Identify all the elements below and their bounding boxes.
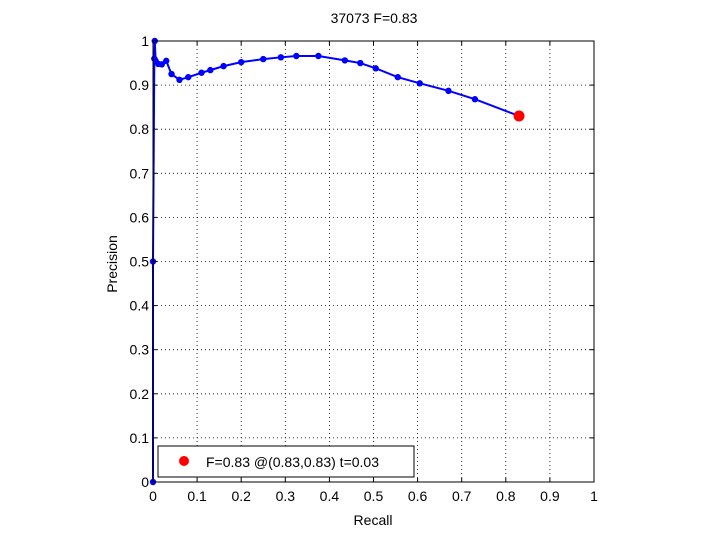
x-tick-label: 0.5 (364, 488, 384, 504)
x-tick-label: 1 (590, 488, 598, 504)
optimal-f-point (513, 110, 525, 122)
pr-curve-point (445, 87, 452, 95)
y-tick-label: 0.3 (130, 342, 150, 358)
legend-box (157, 445, 415, 478)
pr-curve-point (185, 73, 192, 81)
pr-curve-point (176, 76, 183, 84)
x-tick-label: 0.9 (540, 488, 560, 504)
pr-curve-point (207, 66, 214, 74)
x-tick-label: 0.8 (496, 488, 516, 504)
y-tick-label: 0 (141, 474, 149, 490)
plot-area: 0 0.1 0.2 0.3 0.4 0.5 0.6 0.7 0.8 0.9 1 0 0.1 0.2 0.3 0… (130, 33, 599, 504)
pr-curve-point (341, 57, 349, 64)
x-axis-label: Recall (354, 512, 393, 528)
y-axis-label: Precision (104, 235, 120, 293)
pr-curve-point (293, 52, 300, 60)
pr-curve-point (416, 80, 424, 87)
x-tick-label: 0.4 (320, 488, 340, 504)
y-tick-label: 1 (141, 33, 149, 49)
pr-curve-point (198, 69, 205, 76)
pr-curve-point (357, 59, 364, 67)
axis-ticks: 0 0.1 0.2 0.3 0.4 0.5 0.6 0.7 0.8 0.9 1 0 0.1 0.2 0.3 0… (130, 33, 599, 504)
y-tick-label: 0.7 (130, 165, 150, 181)
x-tick-label: 0 (149, 488, 157, 504)
x-tick-label: 0.7 (452, 488, 472, 504)
pr-curve-point (163, 57, 170, 65)
chart-title: 37073 F=0.83 (331, 10, 418, 26)
pr-curve-point (220, 62, 227, 70)
pr-curve-point (260, 55, 267, 63)
y-tick-label: 0.9 (130, 77, 150, 93)
grid-lines (153, 41, 594, 482)
pr-curve-point (277, 54, 285, 61)
pr-curve-point (238, 58, 245, 66)
y-tick-label: 0.8 (130, 121, 150, 137)
y-tick-label: 0.2 (130, 386, 150, 402)
y-tick-label: 0.4 (130, 298, 150, 314)
legend: F=0.83 @(0.83,0.83) t=0.03 (157, 445, 415, 478)
x-tick-label: 0.6 (408, 488, 428, 504)
pr-curve-point (471, 96, 479, 103)
x-tick-label: 0.3 (276, 488, 296, 504)
series-layer (149, 37, 525, 486)
pr-curve-point (394, 73, 401, 81)
y-tick-label: 0.6 (130, 209, 150, 225)
legend-marker (179, 456, 189, 466)
pr-curve-point (158, 61, 166, 68)
y-tick-label: 0.1 (130, 430, 150, 446)
pr-curve-point (168, 70, 175, 78)
legend-label: F=0.83 @(0.83,0.83) t=0.03 (206, 454, 379, 470)
y-tick-label: 0.5 (130, 254, 150, 270)
pr-curve-point (315, 52, 322, 60)
x-tick-label: 0.1 (187, 488, 207, 504)
x-tick-label: 0.2 (231, 488, 251, 504)
pr-curve-point (372, 65, 379, 72)
